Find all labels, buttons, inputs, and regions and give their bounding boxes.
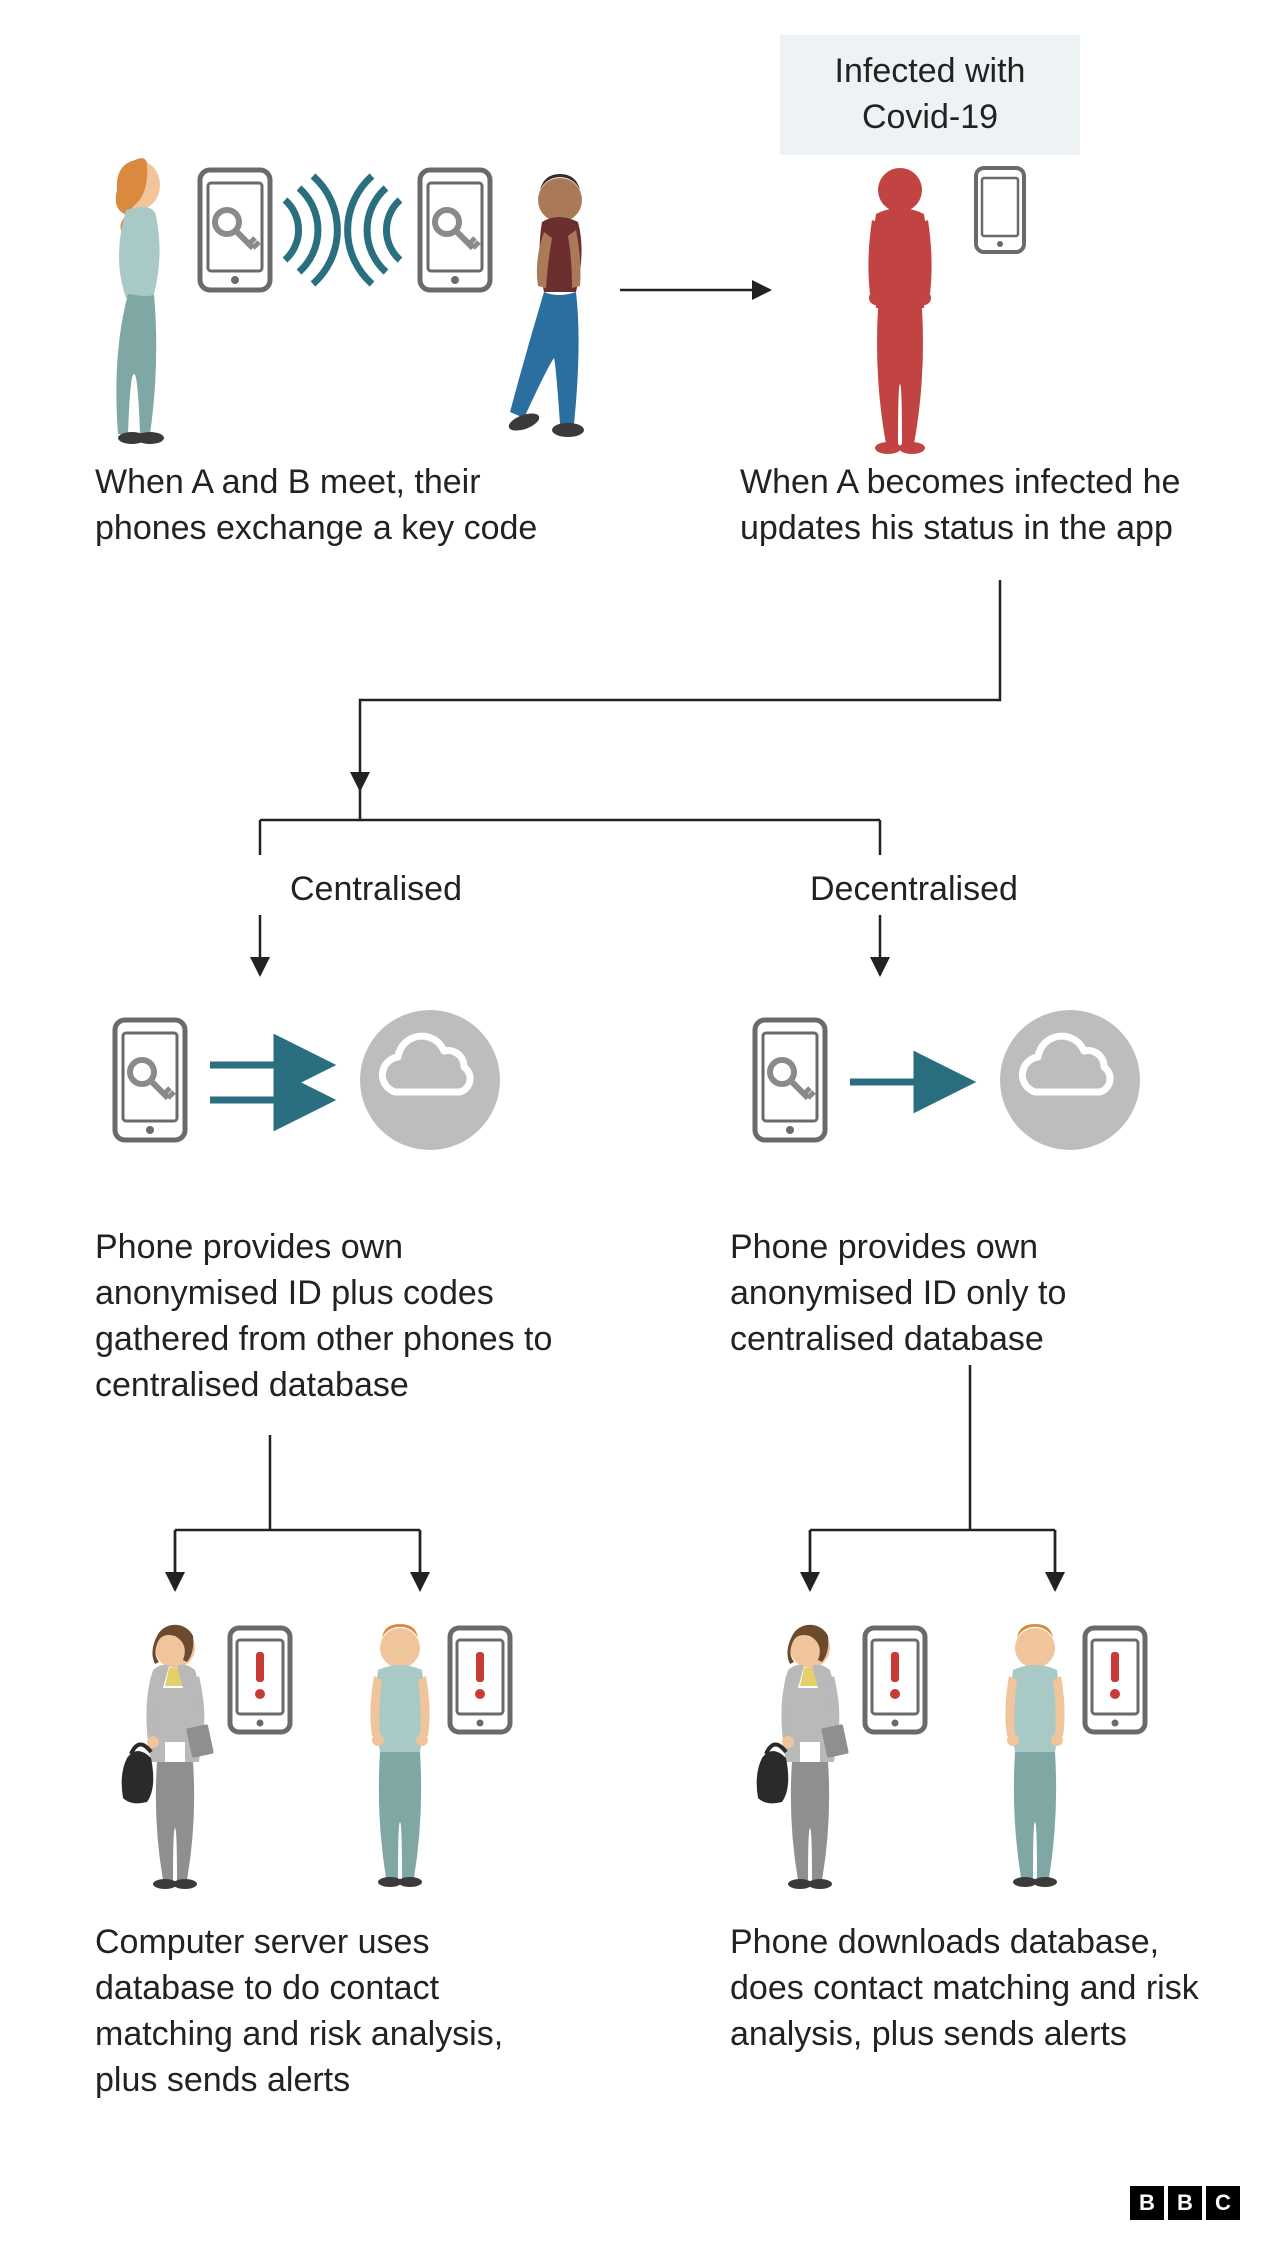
- centralised-cloud-icon: [360, 1010, 500, 1150]
- infected-phone-icon: [976, 168, 1024, 252]
- person-a-icon: [507, 174, 584, 437]
- alert-phone2-right-icon: [1085, 1628, 1145, 1732]
- decentralised-cloud-icon: [1000, 1010, 1140, 1150]
- infected-badge: Infected withCovid-19: [780, 35, 1080, 155]
- infected-person-icon: [868, 168, 931, 454]
- alert-person2-left-icon: [370, 1624, 429, 1887]
- infected-badge-line1: Infected withCovid-19: [835, 52, 1026, 136]
- bbc-logo-b2: B: [1168, 2186, 1202, 2220]
- phone-b-icon: [200, 170, 270, 290]
- connector-step2-to-split: [360, 580, 1000, 790]
- signal-b-icon: [285, 176, 337, 284]
- alert-phone1-left-icon: [230, 1628, 290, 1732]
- centralised-desc2: Computer server uses database to do cont…: [95, 1920, 555, 2104]
- connector-decentralised-down: [810, 1365, 1055, 1585]
- centralised-phone-icon: [115, 1020, 185, 1140]
- bbc-logo: B B C: [1130, 2186, 1240, 2220]
- branch-label-decentralised: Decentralised: [810, 870, 1018, 909]
- alert-phone1-right-icon: [865, 1628, 925, 1732]
- connector-centralised-down: [175, 1435, 420, 1585]
- step1-caption: When A and B meet, their phones exchange…: [95, 460, 575, 552]
- decentralised-desc1: Phone provides own anonymised ID only to…: [730, 1225, 1190, 1363]
- person-b-icon: [116, 158, 164, 444]
- signal-a-icon: [348, 176, 400, 284]
- infographic-canvas: Infected withCovid-19 When A and B meet,…: [0, 0, 1280, 2250]
- diagram-svg: [0, 0, 1280, 2250]
- centralised-desc1: Phone provides own anonymised ID plus co…: [95, 1225, 575, 1409]
- phone-a-icon: [420, 170, 490, 290]
- branch-label-centralised: Centralised: [290, 870, 462, 909]
- decentralised-desc2: Phone downloads database, does contact m…: [730, 1920, 1200, 2058]
- bbc-logo-c: C: [1206, 2186, 1240, 2220]
- bbc-logo-b1: B: [1130, 2186, 1164, 2220]
- alert-person1-left-icon: [122, 1625, 214, 1889]
- alert-phone2-left-icon: [450, 1628, 510, 1732]
- step2-caption: When A becomes infected he updates his s…: [740, 460, 1220, 552]
- connector-split-bar: [260, 790, 880, 855]
- alert-person1-right-icon: [757, 1625, 849, 1889]
- alert-person2-right-icon: [1005, 1624, 1064, 1887]
- decentralised-phone-icon: [755, 1020, 825, 1140]
